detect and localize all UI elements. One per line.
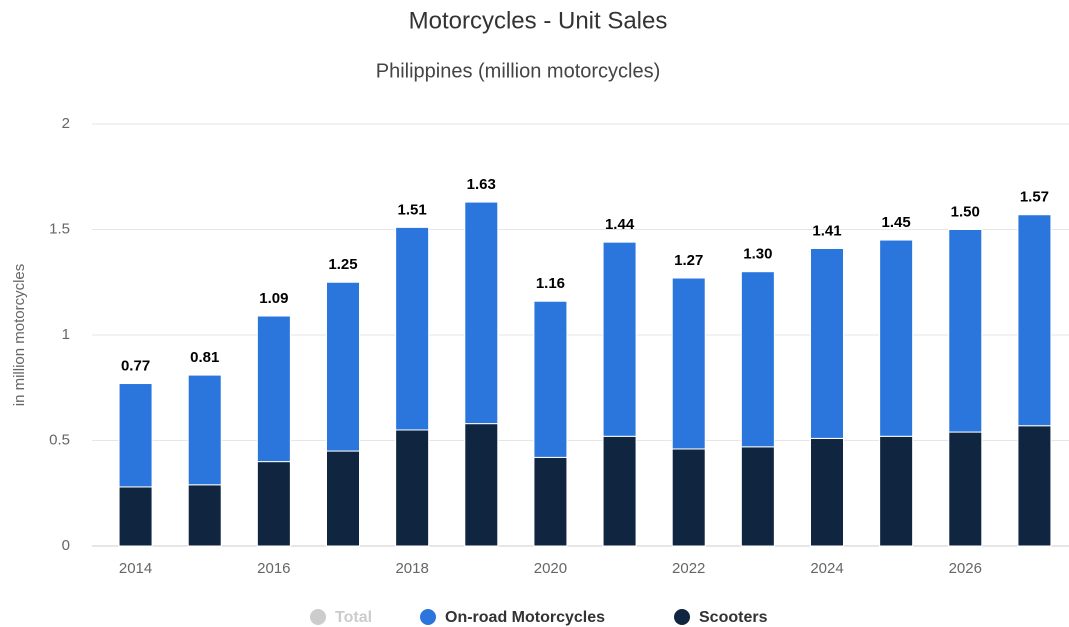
total-label: 1.51 <box>398 201 427 218</box>
bar-segment <box>395 226 430 431</box>
legend-marker <box>674 609 690 625</box>
y-tick-label: 0 <box>62 537 70 554</box>
bar-segment <box>187 484 222 547</box>
bar-segment <box>879 239 914 437</box>
bar-segment <box>464 201 499 425</box>
bar-segment <box>948 431 983 547</box>
total-label: 1.45 <box>882 214 911 231</box>
bar-segment <box>671 277 706 450</box>
y-tick-label: 1 <box>62 326 70 343</box>
legend-marker <box>310 609 326 625</box>
bar-segment <box>533 456 568 547</box>
x-tick-label: 2022 <box>672 560 705 577</box>
legend-marker <box>420 609 436 625</box>
bar-segment <box>395 429 430 547</box>
total-label: 1.25 <box>328 256 357 273</box>
legend-label: Total <box>335 609 372 626</box>
y-tick-label: 1.5 <box>49 220 70 237</box>
x-tick-label: 2026 <box>949 560 982 577</box>
bar-segment <box>118 383 153 488</box>
bar-segment <box>1017 214 1052 427</box>
total-label: 1.50 <box>951 203 980 220</box>
bar-segment <box>256 315 291 463</box>
bar-segment <box>740 446 775 547</box>
x-tick-label: 2020 <box>534 560 567 577</box>
total-label: 1.44 <box>605 216 635 233</box>
x-tick-label: 2014 <box>119 560 152 577</box>
legend-label: Scooters <box>699 609 768 626</box>
bar-segment <box>533 300 568 458</box>
bar-segment <box>326 281 360 452</box>
total-label: 1.09 <box>259 290 288 307</box>
x-tick-label: 2016 <box>257 560 290 577</box>
bar-segment <box>810 437 844 547</box>
bar-segment <box>740 271 775 448</box>
legend-label: On-road Motorcycles <box>445 609 605 626</box>
bar-segment <box>602 435 637 547</box>
chart-title: Motorcycles - Unit Sales <box>409 7 668 34</box>
total-label: 1.63 <box>467 176 496 193</box>
total-label: 1.41 <box>812 222 841 239</box>
bar-segment <box>464 423 499 547</box>
y-axis-label: in million motorcycles <box>11 264 28 407</box>
x-tick-label: 2024 <box>810 560 843 577</box>
bar-segment <box>326 450 360 547</box>
bar-segment <box>810 247 844 439</box>
total-label: 1.30 <box>743 246 772 263</box>
total-label: 0.81 <box>190 349 219 366</box>
total-label: 1.27 <box>674 252 703 269</box>
bar-segment <box>879 435 914 547</box>
bar-segment <box>1017 425 1052 547</box>
bar-segment <box>948 229 983 433</box>
x-tick-label: 2018 <box>395 560 428 577</box>
total-label: 1.57 <box>1020 189 1049 206</box>
y-tick-label: 0.5 <box>49 431 70 448</box>
y-tick-label: 2 <box>62 115 70 132</box>
bar-segment <box>118 486 153 547</box>
bar-segment <box>256 461 291 547</box>
chart-subtitle: Philippines (million motorcycles) <box>376 60 661 82</box>
total-label: 0.77 <box>121 357 150 374</box>
bar-segment <box>671 448 706 547</box>
bar-segment <box>187 374 222 486</box>
bar-segment <box>602 241 637 437</box>
total-label: 1.16 <box>536 275 565 292</box>
